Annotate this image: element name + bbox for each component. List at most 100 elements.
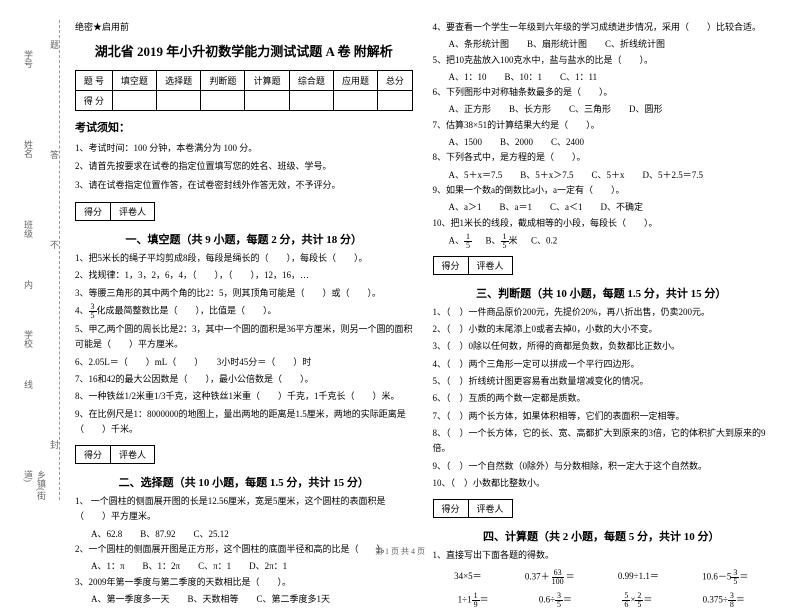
td: 得 分	[76, 91, 113, 111]
section-title-3: 三、判断题（共 10 小题，每题 1.5 分，共计 15 分）	[433, 285, 771, 301]
denominator: 8	[728, 601, 736, 609]
fraction: 38	[728, 592, 736, 609]
denominator: 9	[472, 601, 480, 609]
question: 4、要查看一个学生一年级到六年级的学习成绩进步情况，采用（ ）比较合适。	[433, 20, 771, 35]
options: A、5＋x＝7.5 B、5＋x＞7.5 C、5＋x D、5＋2.5＝7.5	[433, 168, 771, 183]
binding-label: 乡镇(街道)	[22, 470, 48, 500]
question: 6、2.05L＝（ ）mL（ ） 3小时45分＝（ ）时	[75, 355, 413, 370]
question: 1、 一个圆柱的侧面展开图的长是12.56厘米，宽是5厘米，这个圆柱的表面积是（…	[75, 494, 413, 525]
question: 10、（ ）小数都比整数小。	[433, 476, 771, 491]
section-title-1: 一、填空题（共 9 小题，每题 2 分，共计 18 分）	[75, 231, 413, 247]
table-row: 得 分	[76, 91, 413, 111]
td[interactable]	[289, 91, 333, 111]
score-table: 题 号 填空题 选择题 判断题 计算题 综合题 应用题 总分 得 分	[75, 70, 413, 111]
calc-item: 10.6－535＝	[702, 569, 748, 586]
denominator: 6	[622, 601, 630, 609]
suf: ＝	[563, 595, 572, 605]
binding-label: 线	[22, 380, 35, 389]
td[interactable]	[378, 91, 412, 111]
score-box: 得分 评卷人	[75, 202, 155, 221]
question: 5、（ ）折线统计图更容易看出数量增减变化的情况。	[433, 374, 771, 389]
expr: 1÷1	[458, 595, 472, 605]
td[interactable]	[245, 91, 289, 111]
question: 9、（ ）一个自然数（0除外）与分数相除，积一定大于这个自然数。	[433, 459, 771, 474]
numerator: 5	[622, 592, 630, 601]
opt: A、	[449, 235, 465, 245]
denominator: 5	[464, 242, 472, 250]
notice-item: 3、请在试卷指定位置作答，在试卷密封线外作答无效，不予评分。	[75, 178, 413, 192]
fraction: 35	[555, 592, 563, 609]
marker-cell: 评卷人	[111, 446, 154, 463]
binding-column: 学号姓名班级内学校线乡镇(街道)题答不封	[10, 20, 60, 500]
right-column: 4、要查看一个学生一年级到六年级的学习成绩进步情况，采用（ ）比较合适。 A、条…	[433, 20, 771, 615]
binding-label: 内	[22, 280, 35, 289]
section-title-2: 二、选择题（共 10 小题，每题 1.5 分，共计 15 分）	[75, 474, 413, 490]
options: A、1500 B、2000 C、2400	[433, 135, 771, 150]
score-cell: 得分	[76, 203, 111, 220]
calc-item: 0.375÷38＝	[703, 592, 745, 609]
td[interactable]	[157, 91, 201, 111]
q-text: 化成最简整数比是（ ），比值是（ ）。	[97, 306, 277, 316]
th: 计算题	[245, 71, 289, 91]
calc-item: 0.6÷35＝	[539, 592, 572, 609]
denominator: 100	[550, 578, 566, 586]
options: A、1：π B、1：2π C、π：1 D、2π：1	[75, 559, 413, 574]
score-cell: 得分	[76, 446, 111, 463]
fraction: 35	[89, 303, 97, 320]
expr: 0.37＋	[525, 572, 550, 582]
question: 9、在比例尺是1：8000000的地图上，量出两地的距离是1.5厘米，两地的实际…	[75, 407, 413, 438]
marker-cell: 评卷人	[111, 203, 154, 220]
opt: C、0.2	[531, 235, 557, 245]
suf: ＝	[736, 595, 745, 605]
score-box: 得分 评卷人	[433, 499, 513, 518]
calc-item: 1÷119＝	[458, 592, 489, 609]
binding-label: 姓名	[22, 140, 35, 158]
fraction: 63100	[550, 569, 566, 586]
calc-item: 56×25＝	[622, 592, 652, 609]
fraction: 35	[731, 569, 739, 586]
expr: 10.6－5	[702, 572, 731, 582]
content-area: 绝密★启用前 湖北省 2019 年小升初数学能力测试试题 A 卷 附解析 题 号…	[75, 20, 770, 615]
expr: 0.6÷	[539, 595, 555, 605]
denominator: 5	[89, 312, 97, 320]
question: 8、下列各式中，是方程的是（ ）。	[433, 150, 771, 165]
calc-row: 34×5＝ 0.37＋63100＝ 0.99÷1.1＝ 10.6－535＝	[433, 569, 771, 586]
question: 5、把10克盐放入100克水中，盐与盐水的比是（ ）。	[433, 53, 771, 68]
q-num: 4、	[75, 306, 89, 316]
th: 应用题	[333, 71, 377, 91]
td[interactable]	[333, 91, 377, 111]
fraction: 15	[464, 233, 472, 250]
numerator: 3	[728, 592, 736, 601]
secret-label: 绝密★启用前	[75, 20, 413, 33]
td[interactable]	[112, 91, 156, 111]
score-cell: 得分	[434, 257, 469, 274]
th: 综合题	[289, 71, 333, 91]
denominator: 5	[501, 242, 509, 250]
numerator: 3	[555, 592, 563, 601]
binding-side-label: 封	[48, 440, 61, 449]
question: 1、把5米长的绳子平均剪成8段，每段是绳长的（ ），每段长（ ）。	[75, 251, 413, 266]
calc-item: 34×5＝	[454, 569, 482, 586]
score-cell: 得分	[434, 500, 469, 517]
td[interactable]	[201, 91, 245, 111]
binding-label: 学校	[22, 330, 35, 348]
suf: ＝	[643, 595, 652, 605]
question: 7、16和42的最大公因数是（ ），最小公倍数是（ ）。	[75, 372, 413, 387]
th: 选择题	[157, 71, 201, 91]
question: 3、2009年第一季度与第二季度的天数相比是（ ）。	[75, 575, 413, 590]
calc-item: 0.37＋63100＝	[525, 569, 575, 586]
question: 2、（ ）小数的末尾添上0或者去掉0，小数的大小不变。	[433, 322, 771, 337]
section-title-4: 四、计算题（共 2 小题，每题 5 分，共计 10 分）	[433, 528, 771, 544]
expr: 0.375÷	[703, 595, 728, 605]
notice-item: 1、考试时间：100 分钟，本卷满分为 100 分。	[75, 141, 413, 155]
numerator: 3	[731, 569, 739, 578]
question: 8、一种铁丝1/2米重1/3千克，这种铁丝1米重（ ）千克，1千克长（ ）米。	[75, 389, 413, 404]
options: A、a＞1 B、a＝1 C、a＜1 D、不确定	[433, 200, 771, 215]
score-box: 得分 评卷人	[75, 445, 155, 464]
question: 10、把1米长的线段，截成相等的小段，每段长（ ）。	[433, 216, 771, 231]
question: 6、下列图形中对称轴条数最多的是（ ）。	[433, 85, 771, 100]
table-row: 题 号 填空题 选择题 判断题 计算题 综合题 应用题 总分	[76, 71, 413, 91]
numerator: 1	[472, 592, 480, 601]
options: A、1：10 B、10：1 C、1：11	[433, 70, 771, 85]
th: 题 号	[76, 71, 113, 91]
